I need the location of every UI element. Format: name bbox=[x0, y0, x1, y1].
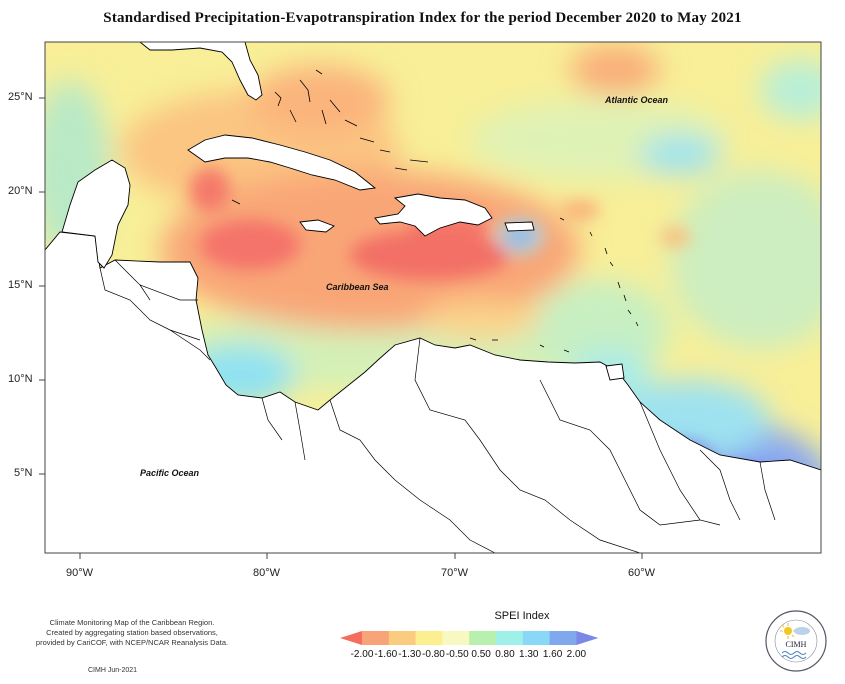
orange-field-lesser-antilles bbox=[660, 227, 690, 247]
land-hispaniola bbox=[374, 193, 493, 237]
label-atlantic-ocean: Atlantic Ocean bbox=[604, 95, 669, 105]
lon-label-60w: 60°W bbox=[628, 567, 656, 579]
land-cuba bbox=[187, 134, 377, 191]
blue-field-atlantic bbox=[640, 135, 720, 175]
axis-ticks bbox=[39, 97, 643, 559]
legend-colorbar bbox=[340, 631, 599, 645]
sun-icon bbox=[780, 623, 796, 639]
lon-label-70w: 70°W bbox=[441, 567, 469, 579]
lat-label-10n: 10°N bbox=[8, 373, 33, 385]
legend-color-box bbox=[415, 631, 443, 645]
wave-icon bbox=[781, 651, 807, 659]
red-field-central-caribbean bbox=[350, 230, 510, 280]
legend-tick-label: 0.80 bbox=[495, 649, 515, 660]
red-field-cuba-west bbox=[190, 168, 230, 212]
legend-tick-label: -1.30 bbox=[398, 649, 422, 660]
land-florida bbox=[139, 42, 263, 101]
legend-color-box bbox=[442, 631, 470, 645]
legend-color-box bbox=[362, 631, 390, 645]
map-title: Standardised Precipitation-Evapotranspir… bbox=[103, 10, 742, 26]
land-central-south-america bbox=[45, 231, 821, 553]
blue-field-east-edge bbox=[760, 60, 821, 120]
orange-field-south bbox=[420, 300, 540, 340]
legend-tick-label: -1.60 bbox=[374, 649, 398, 660]
green-field-lesser-antilles bbox=[530, 280, 670, 380]
lat-label-20n: 20°N bbox=[8, 185, 33, 197]
land-puerto-rico bbox=[504, 221, 535, 232]
legend-color-box bbox=[388, 631, 417, 645]
label-pacific-ocean: Pacific Ocean bbox=[140, 468, 200, 478]
red-field-nicaragua bbox=[200, 220, 300, 270]
footer-note: Climate Monitoring Map of the Caribbean … bbox=[32, 618, 232, 648]
legend-tick-label: 0.50 bbox=[471, 649, 491, 660]
orange-field-bahamas bbox=[250, 65, 390, 135]
small-islands bbox=[231, 69, 639, 353]
legend-tick-label: -0.50 bbox=[445, 649, 469, 660]
cloud-icon bbox=[794, 627, 810, 635]
lon-label-80w: 80°W bbox=[253, 567, 281, 579]
legend-tick-label: 2.00 bbox=[566, 649, 587, 660]
orange-field-atlantic bbox=[570, 45, 660, 95]
footer-date: CIMH Jun-2021 bbox=[88, 667, 138, 674]
legend-tick-label: -0.80 bbox=[422, 649, 445, 660]
legend-tick-label: 1.30 bbox=[519, 649, 539, 660]
lat-label-5n: 5°N bbox=[14, 467, 33, 479]
legend-color-box bbox=[522, 631, 551, 645]
footer-line: Created by aggregating station based obs… bbox=[46, 628, 218, 637]
legend-color-box bbox=[549, 631, 577, 645]
legend-tick-label: -2.00 bbox=[350, 649, 374, 660]
legend-title: SPEI Index bbox=[494, 610, 550, 622]
legend-arrow-left bbox=[340, 631, 362, 645]
land-trinidad bbox=[605, 363, 625, 381]
lat-label-25n: 25°N bbox=[8, 91, 33, 103]
lon-label-90w: 90°W bbox=[66, 567, 94, 579]
label-caribbean-sea: Caribbean Sea bbox=[326, 282, 389, 292]
legend-color-box bbox=[496, 631, 524, 645]
map-frame bbox=[44, 41, 822, 554]
footer-line: provided by CariCOF, with NCEP/NCAR Rean… bbox=[35, 638, 229, 647]
footer-line: Climate Monitoring Map of the Caribbean … bbox=[49, 618, 215, 627]
cimh-logo: CIMH bbox=[765, 610, 827, 672]
lat-label-15n: 15°N bbox=[8, 279, 33, 291]
green-field-east bbox=[670, 170, 821, 350]
legend-tick-label: 1.60 bbox=[542, 649, 563, 660]
land-jamaica bbox=[299, 219, 335, 233]
land-yucatan bbox=[61, 159, 131, 269]
logo-text: CIMH bbox=[786, 640, 807, 649]
legend-arrow-right bbox=[576, 631, 599, 645]
country-borders bbox=[99, 259, 776, 553]
orange-field-anegada bbox=[560, 200, 600, 220]
legend-color-box bbox=[469, 631, 497, 645]
